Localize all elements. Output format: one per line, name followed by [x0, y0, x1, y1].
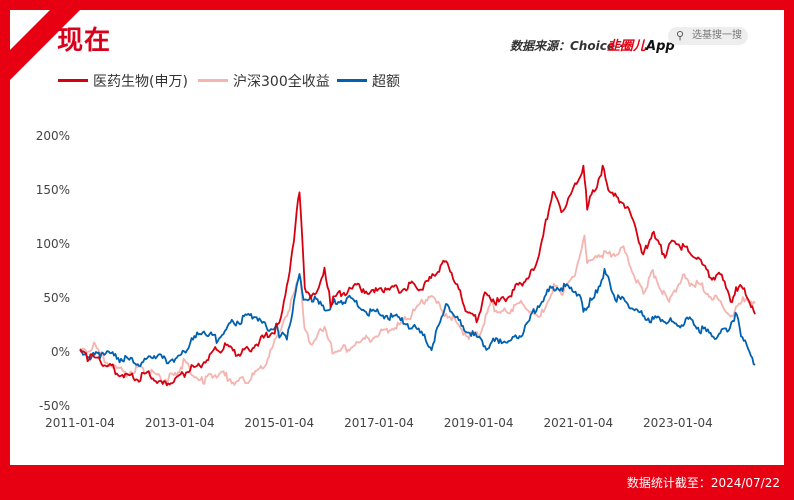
brand-logo-app: App [646, 39, 675, 54]
page-title: 现在 [57, 26, 112, 56]
brand-logo: 韭圈儿App [607, 35, 675, 54]
y-tick-label: 50% [43, 291, 70, 305]
legend-label: 沪深300全收益 [233, 74, 330, 90]
x-tick-label: 2011-01-04 [45, 416, 115, 430]
x-tick-label: 2015-01-04 [244, 416, 314, 430]
data-source-label: 数据来源：Choice · [510, 39, 624, 53]
search-placeholder: 选基搜一搜 [692, 30, 742, 41]
y-tick-label: 100% [36, 237, 70, 251]
data-date-note: 数据统计截至：2024/07/22 [626, 476, 780, 490]
brand-logo-mark: 韭圈儿 [607, 39, 647, 54]
legend-swatch [58, 79, 88, 82]
x-tick-label: 2019-01-04 [444, 416, 514, 430]
legend-label: 超额 [372, 74, 400, 90]
x-tick-label: 2013-01-04 [145, 416, 215, 430]
search-icon: ⚲ [676, 29, 685, 42]
y-tick-label: 200% [36, 129, 70, 143]
legend-swatch [337, 79, 367, 82]
search-input[interactable]: ⚲ 选基搜一搜 [668, 27, 748, 45]
x-tick-label: 2017-01-04 [344, 416, 414, 430]
corner-accent-cut [10, 10, 50, 50]
series-line-1 [79, 164, 756, 387]
y-tick-label: 150% [36, 183, 70, 197]
series-line-3 [79, 268, 756, 367]
x-tick-label: 2021-01-04 [543, 416, 613, 430]
legend-label: 医药生物(申万) [93, 74, 188, 90]
y-tick-label: 0% [51, 345, 70, 359]
series-line-2 [79, 234, 756, 386]
y-tick-label: -50% [39, 399, 70, 413]
x-tick-label: 2023-01-04 [643, 416, 713, 430]
legend-swatch [198, 79, 228, 82]
